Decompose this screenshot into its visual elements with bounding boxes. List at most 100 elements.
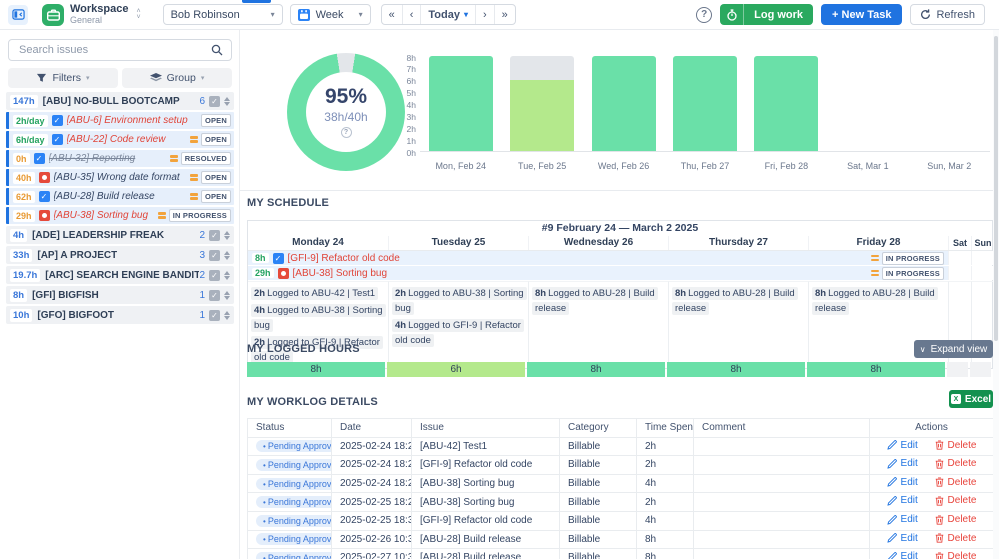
xaxis-category-label: Fri, Feb 28	[764, 161, 809, 171]
edit-button[interactable]: Edit	[886, 514, 918, 525]
edit-button[interactable]: Edit	[886, 495, 918, 506]
bar-logged-segment	[510, 79, 575, 151]
worklog-comment	[693, 510, 870, 531]
delete-button[interactable]: Delete	[935, 477, 976, 488]
sort-icon[interactable]	[224, 96, 230, 106]
schedule-day-cell[interactable]: 2h Logged to ABU-42 | Test1 4h Logged to AB…	[248, 281, 388, 368]
filters-button[interactable]: Filters ▾	[8, 68, 118, 88]
project-group-header[interactable]: 147h [ABU] NO-BULL BOOTCAMP 6 ✓	[6, 92, 234, 110]
edit-button[interactable]: Edit	[887, 551, 918, 559]
new-task-button[interactable]: + New Task	[821, 4, 903, 25]
donut-help-icon[interactable]: ?	[340, 127, 352, 138]
nav-next-button[interactable]: ›	[474, 5, 494, 24]
project-group-header[interactable]: 8h [GFI] BIGFISH 1 ✓	[6, 286, 234, 304]
sort-icon[interactable]	[224, 290, 230, 300]
select-all-icon[interactable]: ✓	[209, 289, 220, 301]
worklog-row: • Pending Approval 2025-02-24 18:25 [GFI-…	[247, 455, 994, 475]
issue-row[interactable]: 2h/day ✓ [ABU-6] Environment setup OPEN	[6, 112, 234, 129]
project-group-header[interactable]: 4h [ADE] LEADERSHIP FREAK 2 ✓	[6, 226, 234, 244]
task-check-icon: ✓	[33, 153, 45, 164]
sort-icon[interactable]	[224, 250, 230, 260]
issue-row[interactable]: 62h ✓ [ABU-28] Build release OPEN	[6, 188, 234, 205]
issue-status-badge: OPEN	[200, 114, 231, 127]
logged-hours-segment: 8h	[527, 362, 665, 377]
schedule-day-cell[interactable]: 8h Logged to ABU-28 | Build release	[668, 281, 808, 368]
timer-icon[interactable]	[720, 4, 745, 25]
group-button[interactable]: Group ▾	[122, 68, 232, 88]
schedule-day-cell[interactable]	[971, 281, 994, 368]
help-button[interactable]: ?	[696, 6, 713, 23]
sort-icon[interactable]	[224, 230, 230, 240]
delete-button[interactable]: Delete	[935, 514, 976, 525]
issue-row[interactable]: 6h/day ✓ [ABU-22] Code review OPEN	[6, 131, 234, 148]
edit-button[interactable]: Edit	[886, 458, 918, 469]
nav-last-button[interactable]: »	[493, 5, 515, 24]
schedule-day-cell[interactable]: 8h Logged to ABU-28 | Build release	[808, 281, 948, 368]
priority-medium-icon	[870, 269, 879, 277]
select-all-icon[interactable]: ✓	[209, 269, 220, 281]
vertical-scrollbar[interactable]	[993, 30, 999, 559]
week-range-label: #9 February 24 — March 2 2025	[541, 222, 699, 234]
nav-first-button[interactable]: «	[388, 8, 395, 21]
project-group-header[interactable]: 10h [GFO] BIGFOOT 1 ✓	[6, 306, 234, 324]
delete-button[interactable]: Delete	[935, 495, 976, 506]
issue-row[interactable]: 29h [ABU-38] Sorting bug IN PROGRESS	[6, 207, 234, 224]
priority-medium-icon	[157, 212, 166, 219]
worklog-row: • Pending Approval 2025-02-24 18:25 [ABU-…	[247, 473, 994, 494]
worklog-entry-chip[interactable]: 2h Logged to ABU-42 | Test1	[251, 287, 379, 300]
worklog-title: MY WORKLOG DETAILS	[247, 396, 378, 408]
worklog-category: Billable	[559, 455, 637, 475]
select-all-icon[interactable]: ✓	[209, 249, 220, 261]
refresh-button[interactable]: Refresh	[910, 4, 985, 25]
worklog-entry-chip[interactable]: 4h Logged to ABU-38 | Sorting bug	[251, 304, 386, 332]
delete-button[interactable]: Delete	[935, 551, 976, 559]
select-all-icon[interactable]: ✓	[209, 95, 220, 107]
bar-column	[583, 56, 664, 151]
project-group-header[interactable]: 19.7h [ARC] SEARCH ENGINE BANDITS 2 ✓	[6, 266, 234, 284]
sort-icon[interactable]	[224, 270, 230, 280]
delete-button[interactable]: Delete	[935, 458, 976, 469]
nav-prev-button[interactable]: ‹	[401, 5, 421, 24]
schedule-day-cell[interactable]: 2h Logged to ABU-38 | Sorting bug 4h Logged…	[388, 281, 528, 368]
pinned-issue-row[interactable]: 29h [ABU-38] Sorting bug IN PROGRESS	[248, 266, 994, 281]
sort-icon[interactable]	[224, 310, 230, 320]
worklog-entry-chip[interactable]: 8h Logged to ABU-28 | Build release	[532, 287, 658, 315]
nav-today-button[interactable]: Today ▾	[420, 5, 475, 24]
schedule-day-header: Friday 28	[808, 236, 948, 250]
excel-export-button[interactable]: X Excel	[949, 390, 993, 408]
worklog-entry-chip[interactable]: 4h Logged to GFI-9 | Refactor old code	[392, 319, 524, 347]
trash-icon	[935, 459, 943, 469]
worklog-column-header: Time Spent	[636, 418, 694, 438]
issue-row[interactable]: 40h [ABU-35] Wrong date format OPEN	[6, 169, 234, 186]
worklog-entry-chip[interactable]: 8h Logged to ABU-28 | Build release	[672, 287, 798, 315]
pinned-issue-row[interactable]: 8h ✓ [GFI-9] Refactor old code IN PROGRE…	[248, 251, 994, 266]
worklog-category: Billable	[559, 436, 637, 457]
trash-icon	[935, 552, 943, 559]
schedule-day-cell[interactable]: 8h Logged to ABU-28 | Build release	[528, 281, 668, 368]
user-select[interactable]: Bob Robinson ▾	[162, 4, 283, 25]
worklog-column-header: Category	[559, 418, 637, 438]
edit-button[interactable]: Edit	[886, 533, 918, 544]
select-all-icon[interactable]: ✓	[209, 229, 220, 241]
select-all-icon[interactable]: ✓	[209, 309, 220, 321]
worklog-time-spent: 8h	[636, 529, 694, 550]
worklog-date: 2025-02-24 18:23	[331, 436, 412, 457]
expand-view-button[interactable]: ∨ Expand view	[914, 340, 993, 358]
workspace-selector[interactable]: Workspace General ˄ ˅	[42, 3, 141, 26]
delete-button[interactable]: Delete	[935, 440, 976, 451]
schedule-day-cell[interactable]	[948, 281, 971, 368]
project-hours-badge: 8h	[10, 288, 28, 302]
issue-row[interactable]: 0h ✓ [ABU-32] Reporting RESOLVED	[6, 150, 234, 167]
worklog-entry-chip[interactable]: 2h Logged to ABU-38 | Sorting bug	[392, 287, 527, 315]
project-group-header[interactable]: 33h [AP] A PROJECT 3 ✓	[6, 246, 234, 264]
log-work-button[interactable]: Log work	[720, 4, 814, 25]
edit-button[interactable]: Edit	[886, 477, 918, 488]
scrollbar-thumb[interactable]	[994, 36, 998, 341]
collapse-sidebar-button[interactable]	[8, 4, 28, 25]
delete-button[interactable]: Delete	[935, 533, 976, 544]
worklog-entry-chip[interactable]: 8h Logged to ABU-28 | Build release	[812, 287, 938, 315]
xaxis-category-label: Wed, Feb 26	[597, 161, 650, 171]
edit-button[interactable]: Edit	[886, 440, 918, 451]
period-select[interactable]: Week ▾	[289, 4, 371, 25]
search-input[interactable]	[17, 43, 211, 57]
